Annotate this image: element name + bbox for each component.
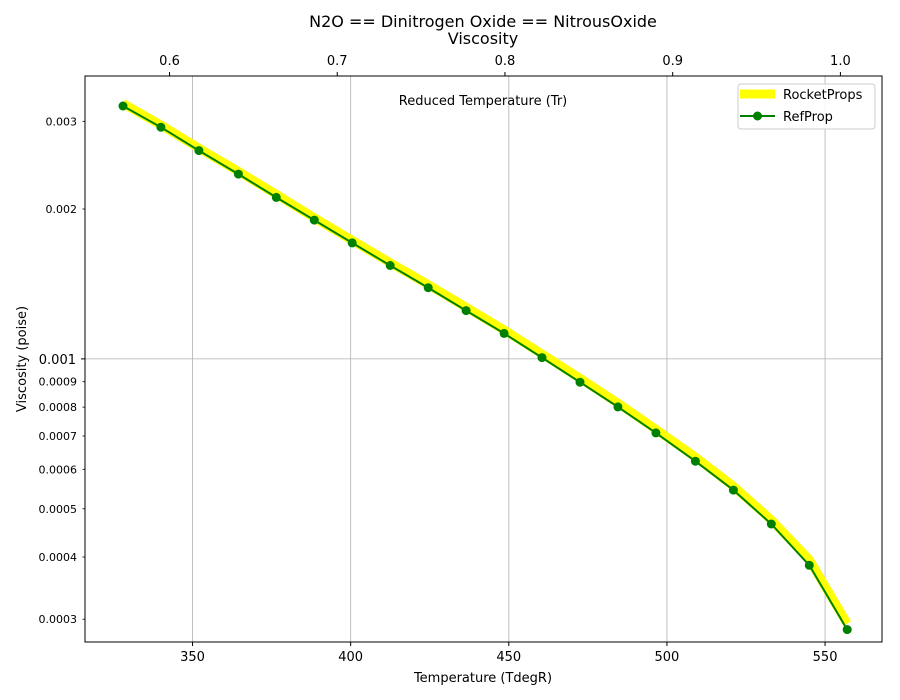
refprop-point — [690, 456, 700, 466]
y-minor-tick-label: 0.0006 — [39, 463, 78, 476]
refprop-point — [613, 402, 623, 412]
refprop-point — [499, 328, 509, 338]
x-tick-label: 550 — [813, 650, 838, 665]
y-minor-tick-label: 0.003 — [46, 115, 78, 128]
grid-lines — [85, 76, 882, 642]
refprop-point — [651, 428, 661, 438]
y-minor-tick-label: 0.0004 — [39, 551, 78, 564]
refprop-point — [385, 261, 395, 270]
refprop-point — [575, 377, 585, 387]
top-x-tick-label: 0.6 — [159, 54, 180, 69]
refprop-point — [156, 122, 166, 132]
refprop-point — [804, 560, 814, 570]
refprop-point — [766, 519, 776, 529]
x-axis-label: Temperature (TdegR) — [413, 671, 552, 686]
legend-label-rocketprops: RocketProps — [783, 88, 863, 103]
top-x-tick-label: 1.0 — [830, 54, 851, 69]
series-rocketprops-line — [120, 99, 852, 626]
legend-label-refprop: RefProp — [783, 110, 833, 125]
top-x-tick-label: 0.9 — [662, 54, 683, 69]
x-tick-label: 400 — [338, 650, 363, 665]
x-tick-label: 500 — [655, 650, 680, 665]
refprop-point — [461, 306, 471, 316]
refprop-point — [309, 215, 319, 225]
series-refprop-line — [122, 105, 849, 631]
chart-title-line1: N2O == Dinitrogen Oxide == NitrousOxide — [309, 12, 657, 31]
top-x-tick-label: 0.8 — [495, 54, 516, 69]
top-x-tick-label: 0.7 — [327, 54, 348, 69]
y-minor-tick-label: 0.002 — [46, 203, 78, 216]
refprop-point — [271, 192, 281, 202]
y-minor-tick-label: 0.0003 — [39, 613, 78, 626]
refprop-point — [423, 283, 433, 293]
y-minor-tick-label: 0.0008 — [39, 401, 78, 414]
y-minor-tick-label: 0.0007 — [39, 430, 78, 443]
top-axis-label: Reduced Temperature (Tr) — [399, 94, 567, 109]
plot-area — [118, 99, 852, 635]
y-minor-tick-label: 0.0009 — [39, 376, 78, 389]
legend-swatch-refprop-marker — [753, 111, 762, 121]
refprop-point — [194, 146, 204, 156]
refprop-point — [842, 625, 852, 635]
refprop-point — [118, 101, 128, 111]
y-axis-label: Viscosity (poise) — [15, 306, 30, 412]
x-tick-label: 450 — [496, 650, 521, 665]
axes: 350 400 450 500 550 0.6 0.7 0.8 0.9 1.0 0.001 0.000… — [39, 54, 851, 665]
refprop-point — [233, 169, 243, 179]
y-minor-tick-label: 0.0005 — [39, 503, 78, 516]
y-major-tick-label: 0.001 — [39, 353, 76, 368]
refprop-point — [537, 353, 547, 363]
legend: RocketProps RefProp — [737, 83, 876, 130]
refprop-point — [347, 238, 357, 248]
chart-title-line2: Viscosity — [448, 29, 518, 48]
refprop-point — [728, 485, 738, 495]
x-tick-label: 350 — [180, 650, 205, 665]
